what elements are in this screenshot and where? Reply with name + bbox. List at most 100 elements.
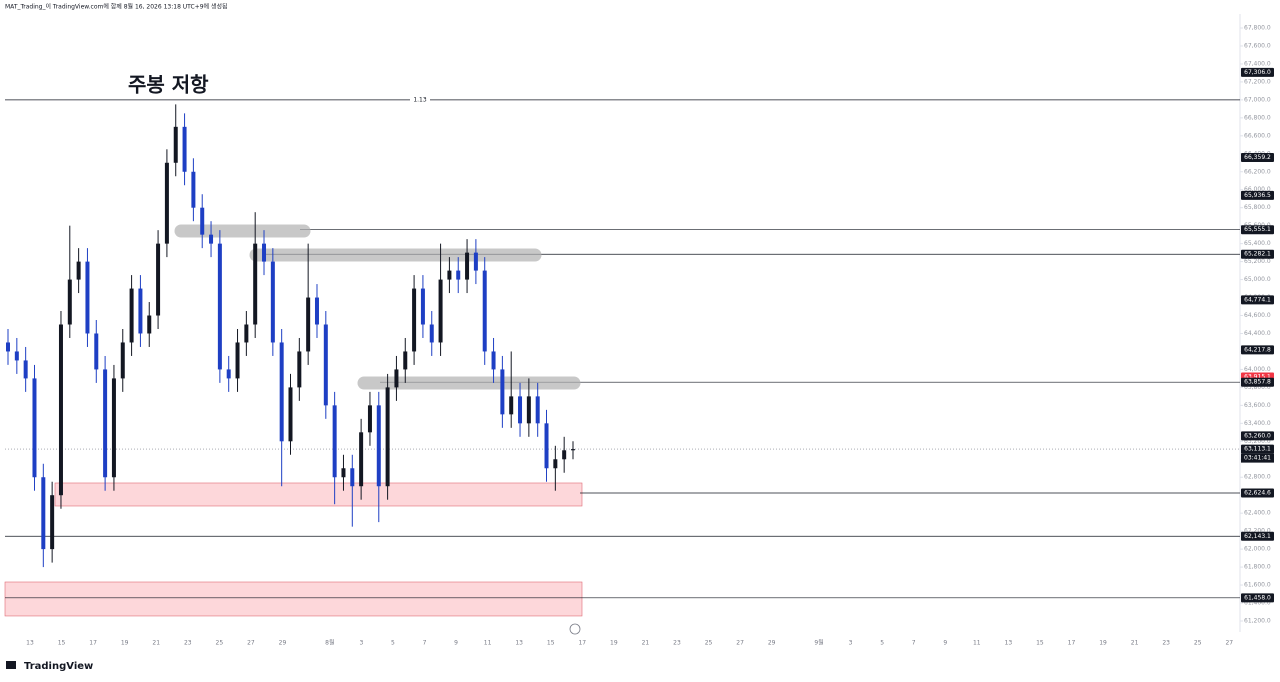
candle-body [262, 243, 267, 262]
candle-body [58, 324, 63, 496]
y-tick-label: 65,400.0 [1244, 240, 1271, 247]
candle-body [403, 351, 408, 370]
candle-body [129, 288, 134, 343]
candle-body [429, 324, 434, 343]
price-label-bg [1241, 67, 1274, 77]
y-tick-label: 62,800.0 [1244, 474, 1271, 481]
candle-body [288, 387, 293, 442]
x-tick-label: 13 [515, 640, 523, 647]
candle-body [14, 351, 19, 361]
x-tick-label: 29 [768, 640, 776, 647]
candle-body [270, 261, 275, 343]
x-tick-label: 17 [89, 640, 97, 647]
x-tick-label: 15 [547, 640, 555, 647]
price-label: 61,458.0 [1244, 594, 1271, 601]
price-label: 64,217.8 [1244, 346, 1271, 353]
candle-body [147, 315, 152, 334]
candle-body [6, 342, 10, 352]
candle-body [120, 342, 125, 379]
x-tick-label: 25 [705, 640, 713, 647]
y-tick-label: 62,200.0 [1244, 528, 1271, 535]
x-tick-label: 27 [1225, 640, 1233, 647]
candle-body [279, 342, 284, 442]
candle-body [32, 378, 37, 478]
y-tick-label: 67,400.0 [1244, 60, 1271, 67]
x-tick-label: 11 [484, 640, 492, 647]
y-tick-label: 61,200.0 [1244, 618, 1271, 625]
x-tick-label: 3 [849, 640, 853, 647]
price-label-bg [1241, 152, 1274, 162]
x-tick-label: 19 [121, 640, 129, 647]
price-label-bg [1241, 190, 1274, 200]
x-tick-label: 17 [578, 640, 586, 647]
candle-body [473, 252, 478, 271]
candle-body [297, 351, 302, 388]
x-tick-label: 23 [184, 640, 192, 647]
price-label-bg [1241, 345, 1274, 355]
x-tick-label: 15 [58, 640, 66, 647]
candle-body [67, 279, 72, 325]
logo: TradingView [6, 661, 93, 672]
y-tick-label: 61,400.0 [1244, 600, 1271, 607]
level-label-bg [410, 95, 430, 104]
goto-icon[interactable] [569, 623, 581, 635]
x-tick-label: 21 [152, 640, 160, 647]
candle-body [562, 450, 567, 460]
x-tick-label: 8월 [325, 639, 334, 647]
y-tick-label: 67,600.0 [1244, 42, 1271, 49]
x-tick-label: 7 [423, 640, 427, 647]
y-tick-label: 65,000.0 [1244, 276, 1271, 283]
candle-body [323, 324, 328, 406]
candle-body [156, 243, 161, 316]
candle-body [76, 261, 81, 280]
candle-body [23, 360, 28, 379]
y-tick-label: 66,000.0 [1244, 186, 1271, 193]
countdown: 03:41:41 [1244, 455, 1271, 462]
candle-body [553, 459, 558, 469]
price-label: 63,915.1 [1244, 374, 1271, 381]
x-tick-label: 23 [1162, 640, 1170, 647]
candle-body [367, 405, 372, 433]
price-label: 66,359.2 [1244, 154, 1271, 161]
price-label: 63,113.1 [1244, 446, 1271, 453]
y-tick-label: 64,000.0 [1244, 366, 1271, 373]
candle-body [509, 396, 514, 415]
candle-body [235, 342, 240, 379]
y-tick-label: 65,200.0 [1244, 258, 1271, 265]
candle-body [253, 243, 258, 325]
candle-body [526, 396, 531, 424]
candle-body [209, 234, 214, 244]
price-label-bg [1241, 225, 1274, 235]
candle-body [571, 449, 575, 451]
x-tick-label: 19 [1099, 640, 1107, 647]
price-label: 65,555.1 [1244, 226, 1271, 233]
candle-body [200, 207, 205, 235]
candle-body [420, 288, 425, 325]
candle-body [244, 324, 249, 343]
candle-body [332, 405, 337, 478]
price-label: 64,774.1 [1244, 296, 1271, 303]
y-tick-label: 62,000.0 [1244, 546, 1271, 553]
candle-body [314, 297, 319, 325]
y-tick-label: 67,000.0 [1244, 96, 1271, 103]
header: MAT_Trading_이 TradingView.com에 함께 8월 16,… [5, 3, 228, 11]
candle-body [482, 270, 487, 352]
candle-body [226, 369, 231, 379]
price-label-bg [1241, 431, 1274, 441]
price-label-bg [1241, 295, 1274, 305]
x-tick-label: 11 [973, 640, 981, 647]
x-tick-label: 25 [216, 640, 224, 647]
y-tick-label: 62,400.0 [1244, 510, 1271, 517]
x-tick-label: 25 [1194, 640, 1202, 647]
candle-body [182, 126, 187, 172]
candle-body [173, 126, 178, 163]
x-tick-label: 17 [1068, 640, 1076, 647]
candle-body [103, 369, 108, 478]
y-tick-label: 63,600.0 [1244, 402, 1271, 409]
logo-text: TradingView [24, 661, 93, 672]
y-tick-label: 61,600.0 [1244, 582, 1271, 589]
y-tick-label: 66,200.0 [1244, 168, 1271, 175]
